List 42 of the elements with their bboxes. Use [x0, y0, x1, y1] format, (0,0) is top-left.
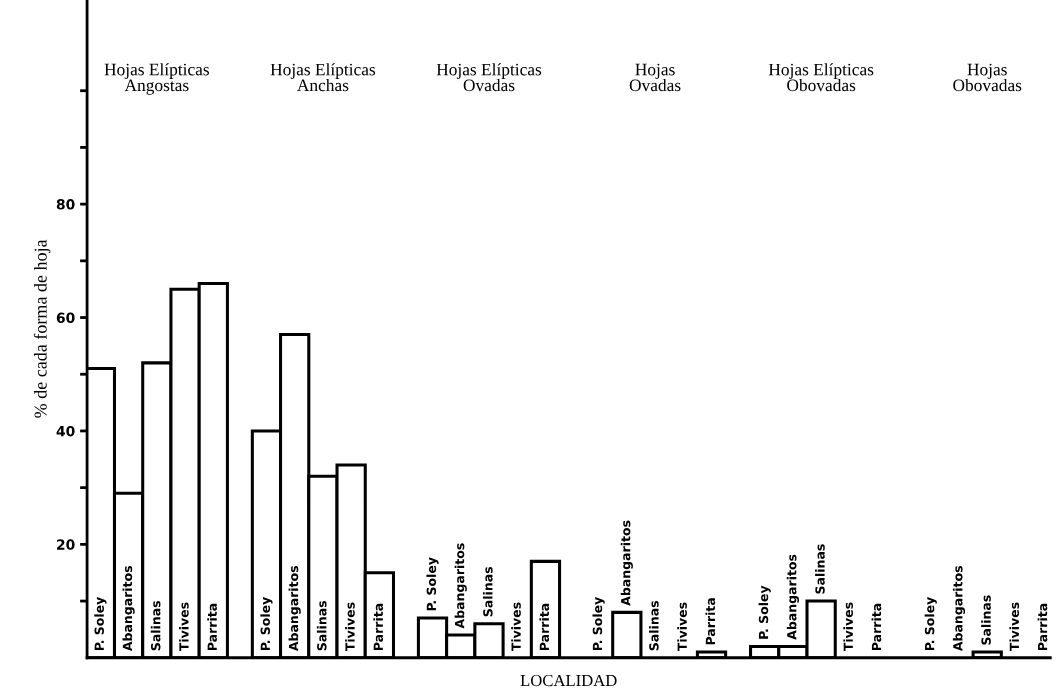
text: Salinas — [482, 566, 493, 617]
text: Tivives — [1009, 602, 1020, 652]
text: Parrita — [871, 603, 882, 651]
text: Salinas — [981, 595, 991, 645]
x-tick-label: Hojas Elípticas Ovadas — [436, 63, 542, 92]
text: P. Soley — [924, 596, 937, 651]
y-tick-label: 60 — [56, 312, 75, 324]
text: Parrita — [539, 603, 550, 651]
y-tick-label: 80 — [56, 199, 75, 210]
text: Parrita — [373, 603, 383, 651]
text: P. Soley — [260, 596, 273, 651]
x-axis-title: LOCALIDAD — [520, 674, 617, 687]
text: Salinas — [150, 600, 161, 651]
text: Salinas — [815, 544, 825, 594]
y-tick-label: 20 — [57, 539, 75, 550]
text: Tivives — [511, 602, 521, 652]
text: Abangaritos — [454, 543, 467, 629]
text: P. Soley — [426, 557, 439, 611]
text: P. Soley — [592, 596, 605, 651]
text: P. Soley — [94, 596, 107, 651]
text: Abangaritos — [288, 565, 301, 652]
series-label: Parrita — [207, 603, 217, 651]
text: Tivives — [677, 602, 687, 652]
x-tick-label: Hojas Elípticas Angostas — [104, 63, 209, 95]
text: Tivives — [345, 602, 355, 652]
x-tick-label: Hojas Elípticas Anchas — [270, 63, 376, 92]
y-tick-label: 40 — [56, 425, 75, 437]
text: P. Soley — [758, 585, 771, 639]
text: Parrita — [1037, 603, 1048, 651]
text: Abangaritos — [786, 554, 799, 640]
text: Abangaritos — [952, 565, 966, 652]
x-tick-label: Hojas Ovadas — [629, 63, 681, 92]
y-axis-title: % de cada forma de hoja — [33, 239, 51, 418]
x-tick-label: Hojas Obovadas — [953, 63, 1022, 92]
text: Abangaritos — [620, 520, 633, 606]
text: Parrita — [705, 598, 716, 645]
text: Salinas — [649, 600, 659, 651]
text: Salinas — [316, 600, 327, 651]
text: Tivives — [843, 602, 853, 652]
series-label: Tivives — [179, 602, 189, 652]
x-tick-label: Hojas Elípticas Obovadas — [768, 63, 874, 92]
series-label: Abangaritos — [122, 565, 135, 652]
